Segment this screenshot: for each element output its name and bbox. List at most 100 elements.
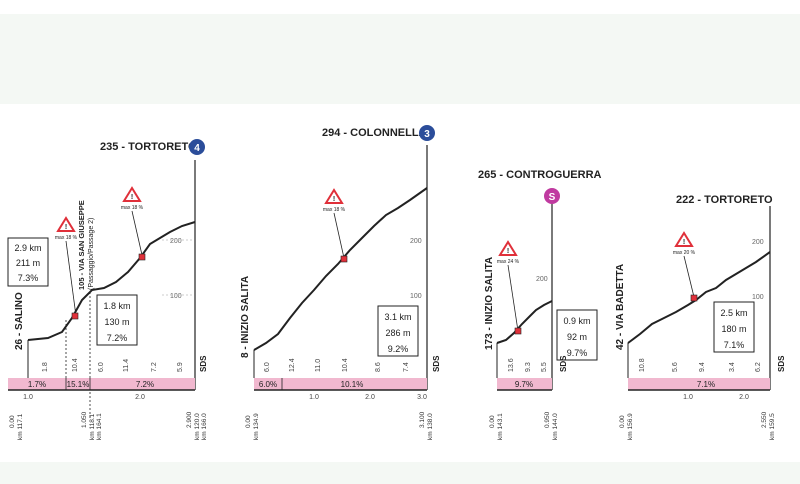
km-tick: 3.100 (419, 411, 426, 428)
grade-band: 6.0% 10.1% (254, 378, 427, 391)
stat-gradient: 7.1% (724, 340, 745, 350)
max-gradient-label: max 18 % (121, 205, 144, 211)
climb-stats-box: 2.9 km 211 m 7.3% (7, 237, 49, 287)
max-gradient-label: max 20 % (673, 250, 696, 256)
via-sub-label: (Passaggio/Passage 2) (88, 218, 95, 290)
max-gradient-marker: ! max 18 % (121, 186, 146, 261)
segment-gradient: 3.4 (729, 362, 736, 372)
km-tick: 1.0 (683, 394, 693, 401)
km-absolute: km 166.0 (201, 413, 208, 440)
category-badge-label: 3 (424, 129, 430, 140)
max-gradient-icon: ! (131, 194, 133, 201)
grade-band: 9.7% (497, 378, 552, 391)
elevation-line (627, 251, 771, 344)
segment-gradient: 1.8 (42, 362, 49, 372)
start-label: 42 - VIA BADETTA (615, 264, 626, 350)
stat-gradient: 7.3% (18, 273, 39, 283)
km-absolute: km 138.0 (427, 413, 434, 440)
segment-gradient: 10.4 (342, 358, 349, 372)
segment-gradient: 5.6 (672, 362, 679, 372)
summit-name: 265 - CONTROGUERRA (478, 169, 602, 181)
segment-gradient: 6.2 (755, 362, 762, 372)
grade-band-label: 15.1% (67, 380, 90, 389)
altitude-tick: 100 (752, 294, 764, 301)
segment-gradient: 11.0 (315, 359, 322, 372)
stat-length: 0.9 km (563, 316, 590, 326)
start-label: 8 - INIZIO SALITA (240, 276, 251, 358)
profile-colonnella-3: 294 - COLONNELLA 3 100 200 8 - INIZIO SA… (240, 125, 441, 440)
altitude-tick: 200 (170, 238, 182, 245)
max-gradient-icon: ! (65, 224, 67, 231)
km-tick: 0.00 (245, 415, 252, 428)
stat-length: 1.8 km (103, 301, 130, 311)
stat-gradient: 9.7% (567, 348, 588, 358)
segment-gradient: 5.9 (177, 362, 184, 372)
km-tick: 2.900 (186, 411, 193, 428)
profile-tortoreto: 222 - TORTORETO 100 200 42 - VIA BADETTA… (615, 194, 786, 440)
km-tick: 0.00 (489, 415, 496, 428)
climb-stats-box: 3.1 km 286 m 9.2% (377, 305, 419, 357)
segment-gradient: 7.2 (151, 362, 158, 372)
km-absolute: km 134.9 (253, 413, 260, 440)
header-band (0, 14, 800, 104)
segment-gradient: 11.4 (123, 359, 130, 372)
grade-band: 7.1% (628, 378, 770, 391)
stat-gain: 130 m (104, 317, 129, 327)
stat-gain: 286 m (385, 328, 410, 338)
climb-stats-box: 1.8 km 130 m 7.2% (96, 294, 138, 346)
stat-length: 2.9 km (14, 243, 41, 253)
altitude-tick: 200 (536, 276, 548, 283)
max-gradient-marker: ! max 18 % (323, 188, 348, 263)
km-absolute: km 118.1 (89, 413, 96, 440)
km-tick: 1.050 (81, 411, 88, 428)
start-label: 173 - INIZIO SALITA (484, 257, 495, 350)
stat-length: 2.5 km (720, 308, 747, 318)
category-badge-label: 4 (194, 143, 200, 154)
sds-label: SDS (199, 355, 208, 372)
km-tick: 1.0 (23, 394, 33, 401)
grade-band-label: 1.7% (28, 380, 46, 389)
altitude-tick: 200 (752, 239, 764, 246)
start-label: 26 - SALINO (14, 292, 25, 350)
km-tick: 2.550 (761, 411, 768, 428)
sds-label: SDS (432, 355, 441, 372)
footer-band (0, 462, 800, 484)
category-badge: 3 (419, 125, 435, 141)
sds-label: SDS (559, 355, 568, 372)
category-badge-label: S (549, 192, 556, 203)
summit-name: 235 - TORTORETO (100, 141, 197, 153)
segment-gradient: 7.4 (403, 362, 410, 372)
sds-label: SDS (777, 355, 786, 372)
altitude-tick: 200 (410, 238, 422, 245)
climb-stats-box: 0.9 km 92 m 9.7% (556, 309, 598, 361)
km-tick: 2.0 (365, 394, 375, 401)
profile-controguerra: 265 - CONTROGUERRA S 200 173 - INIZIO SA… (478, 169, 602, 440)
segment-gradient: 8.6 (375, 362, 382, 372)
stat-gradient: 9.2% (388, 344, 409, 354)
segment-gradient: 6.0 (264, 362, 271, 372)
grade-band-label: 10.1% (341, 380, 364, 389)
elevation-line (496, 300, 553, 344)
summit-name: 294 - COLONNELLA (322, 127, 427, 139)
grade-band-label: 7.2% (136, 380, 154, 389)
via-label: 105 - VIA SAN GIUSEPPE (77, 200, 86, 290)
stat-length: 3.1 km (384, 312, 411, 322)
segment-gradient: 10.8 (639, 358, 646, 372)
km-tick: 0.00 (619, 415, 626, 428)
elevation-line (253, 187, 428, 351)
category-badge: S (544, 188, 560, 204)
segment-gradient: 9.4 (699, 362, 706, 372)
grade-band-label: 9.7% (515, 380, 533, 389)
max-gradient-marker: ! max 18 % (55, 216, 79, 320)
grade-band-label: 6.0% (259, 380, 277, 389)
km-absolute: km 164.1 (96, 413, 103, 440)
climb-stats-box: 2.5 km 180 m 7.1% (713, 301, 755, 353)
max-gradient-label: max 18 % (55, 235, 78, 241)
elevation-line (27, 221, 196, 341)
profile-tortoreto-4: 235 - TORTORETO 4 100 200 26 - SALINO 10… (7, 139, 208, 440)
km-absolute: km 143.1 (497, 413, 504, 440)
stat-gain: 180 m (721, 324, 746, 334)
altitude-tick: 100 (170, 293, 182, 300)
segment-gradient: 10.4 (72, 358, 79, 372)
